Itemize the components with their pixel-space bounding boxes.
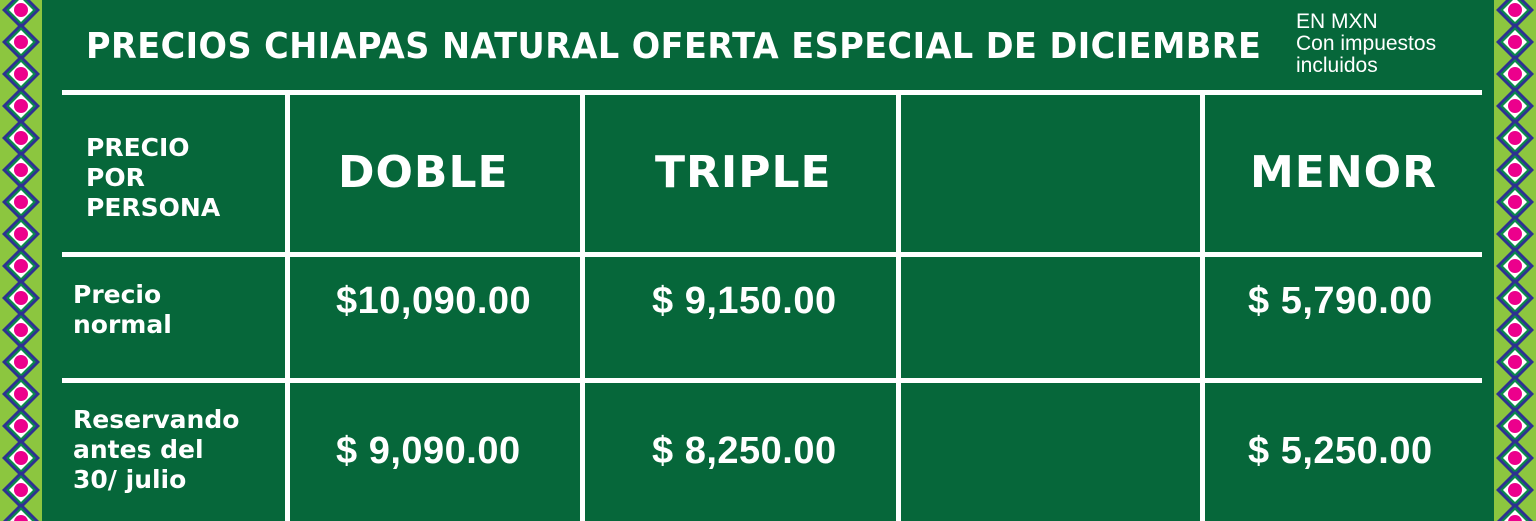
diamond-motif-icon [1496,55,1534,93]
label-line: Precio [73,280,162,309]
divider [62,378,1482,383]
diamond-motif-icon [2,0,40,29]
diamond-motif-icon [2,55,40,93]
note-line: Con impuestos [1296,32,1437,55]
diamond-motif-icon [1496,279,1534,317]
diamond-motif-icon [1496,87,1534,125]
diamond-motif-icon [1496,311,1534,349]
diamond-motif-icon [1496,471,1534,509]
diamond-motif-icon [2,471,40,509]
label-line: antes del [73,435,204,464]
diamond-motif-icon [1496,119,1534,157]
diamond-motif-icon [2,23,40,61]
diamond-motif-icon [2,183,40,221]
price-cell: $ 5,790.00 [1248,279,1433,322]
price-cell: $ 5,250.00 [1248,429,1433,472]
diamond-motif-icon [2,119,40,157]
diamond-motif-icon [1496,407,1534,445]
divider [62,90,1482,95]
diamond-motif-icon [1496,439,1534,477]
diamond-motif-icon [2,247,40,285]
price-cell: $10,090.00 [336,279,532,322]
note-line: incluidos [1296,54,1378,77]
header-line: PRECIO [86,133,190,162]
diamond-motif-icon [1496,375,1534,413]
divider [285,94,290,521]
row-label-reservando: Reservando antes del 30/ julio [73,394,239,506]
decorative-border-left [0,0,42,521]
diamond-motif-icon [2,343,40,381]
header-line: PERSONA [86,193,221,222]
diamond-motif-icon [3,503,39,521]
diamond-motif-icon [2,279,40,317]
decorative-border-right [1494,0,1536,521]
row-label-precio-normal: Precio normal [73,272,172,348]
diamond-motif-icon [2,151,40,189]
currency-note: EN MXN Con impuestos incluidos [1296,11,1436,77]
diamond-motif-icon [1496,151,1534,189]
diamond-motif-icon [1496,215,1534,253]
note-line: EN MXN [1296,10,1378,33]
diamond-motif-icon [1496,23,1534,61]
column-header-triple: TRIPLE [655,146,832,198]
diamond-motif-icon [1496,247,1534,285]
label-line: normal [73,310,172,339]
diamond-motif-icon [1496,343,1534,381]
price-cell: $ 8,250.00 [652,429,837,472]
corner-header: PRECIO POR PERSONA [86,120,220,236]
price-cell: $ 9,150.00 [652,279,837,322]
label-line: 30/ julio [73,465,187,494]
diamond-motif-icon [1496,0,1534,29]
diamond-motif-icon [1496,183,1534,221]
price-cell: $ 9,090.00 [336,429,521,472]
diamond-motif-icon [2,407,40,445]
diamond-motif-icon [2,311,40,349]
divider [580,94,585,521]
page-title: PRECIOS CHIAPAS NATURAL OFERTA ESPECIAL … [86,26,1262,67]
diamond-motif-icon [2,375,40,413]
diamond-motif-icon [1497,503,1533,521]
header-line: POR [86,163,145,192]
column-header-menor: MENOR [1250,146,1437,198]
diamond-motif-icon [2,87,40,125]
divider [62,252,1482,257]
diamond-motif-icon [2,215,40,253]
divider [896,94,901,521]
column-header-doble: DOBLE [338,146,509,198]
label-line: Reservando [73,405,240,434]
divider [1200,94,1205,521]
diamond-motif-icon [2,439,40,477]
